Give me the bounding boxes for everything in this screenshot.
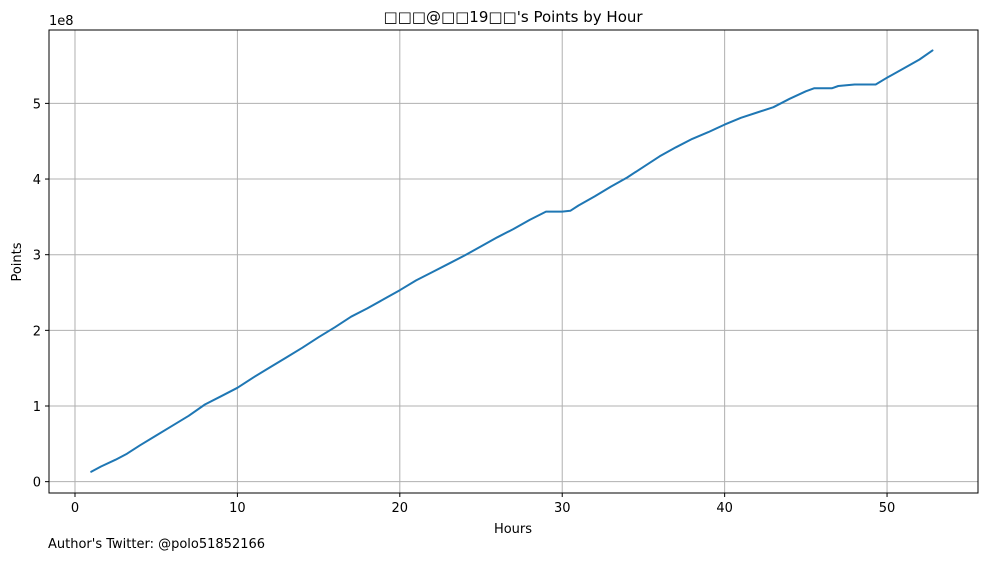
x-tick-label: 30	[554, 501, 571, 516]
x-tick-label: 10	[229, 501, 246, 516]
x-tick-label: 0	[71, 501, 79, 516]
y-tick-label: 0	[33, 476, 41, 491]
y-axis-label: Points	[10, 242, 25, 281]
x-axis-label: Hours	[494, 522, 532, 537]
y-axis: 0 1 2 3 4 5	[33, 97, 49, 491]
y-tick-label: 1	[33, 400, 41, 415]
y-tick-label: 3	[33, 249, 41, 264]
grid	[49, 30, 978, 493]
y-tick-label: 5	[33, 97, 41, 112]
y-tick-label: 2	[33, 324, 41, 339]
y-tick-label: 4	[33, 173, 41, 188]
x-tick-label: 40	[716, 501, 733, 516]
chart-title: □□□@□□19□□'s Points by Hour	[383, 8, 643, 26]
author-credit: Author's Twitter: @polo51852166	[48, 537, 266, 552]
x-tick-label: 20	[392, 501, 409, 516]
x-axis: 0 10 20 30 40 50	[71, 493, 895, 516]
y-offset-label: 1e8	[49, 14, 74, 29]
series-line-0	[90, 49, 934, 473]
series-layer	[90, 49, 934, 473]
x-tick-label: 50	[879, 501, 896, 516]
plot-frame	[48, 29, 979, 494]
